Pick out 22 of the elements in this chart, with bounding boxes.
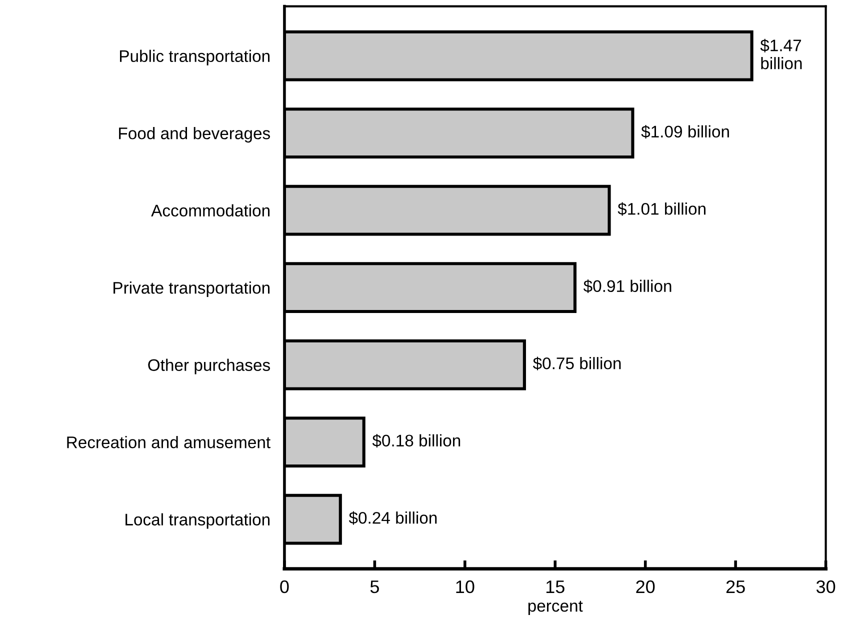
annotation: $1.09 billion: [641, 125, 729, 139]
annotation: $0.24 billion: [348, 511, 437, 525]
annotation: $0.91 billion: [583, 280, 672, 294]
y-tick-label: Private transportation: [114, 282, 270, 298]
x-tick-label: 0: [280, 580, 289, 594]
x-tick-label: 15: [546, 580, 564, 594]
y-tick-label: Other purchases: [148, 358, 270, 374]
annotation: $1.01 billion: [618, 202, 706, 216]
annotation: $0.18 billion: [372, 434, 460, 448]
x-tick-label: 25: [726, 580, 745, 594]
y-tick-label: Recreation and amusement: [67, 436, 270, 448]
y-tick-label: Food and beverages: [119, 127, 270, 143]
x-tick-label: 30: [816, 580, 836, 594]
annotation: $0.75 billion: [532, 356, 621, 370]
y-tick-label: Public transportation: [120, 50, 270, 66]
y-tick-label: Accommodation: [151, 204, 270, 217]
x-tick-label: 5: [370, 580, 379, 594]
x-tick-label: 10: [456, 580, 474, 594]
x-axis-title: percent: [528, 600, 583, 616]
y-tick-label: Local transportation: [126, 513, 270, 529]
annotation: $1.47 billion: [760, 38, 802, 70]
x-tick-label: 20: [636, 580, 655, 594]
